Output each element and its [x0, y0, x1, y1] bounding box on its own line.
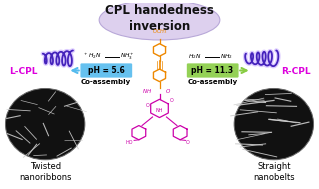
Text: $OCH_3$: $OCH_3$: [152, 27, 167, 36]
FancyArrowPatch shape: [72, 68, 79, 73]
Text: $NH_3^+$: $NH_3^+$: [120, 51, 135, 62]
Text: O: O: [145, 102, 149, 108]
Text: Twisted: Twisted: [30, 162, 61, 170]
Text: O: O: [170, 98, 174, 103]
Text: $NH_2$: $NH_2$: [220, 52, 233, 61]
Text: L-CPL: L-CPL: [9, 67, 37, 76]
Text: $NH$: $NH$: [142, 87, 152, 95]
Ellipse shape: [99, 0, 220, 40]
Circle shape: [234, 88, 314, 160]
Text: O: O: [186, 140, 189, 145]
Text: Co-assembly: Co-assembly: [188, 79, 238, 85]
Text: Straight: Straight: [257, 162, 291, 170]
Text: NH: NH: [156, 108, 163, 113]
Text: HO: HO: [126, 140, 133, 145]
Text: nanobelts: nanobelts: [253, 173, 295, 182]
Text: $^+H_2N$: $^+H_2N$: [84, 52, 102, 61]
Text: CPL handedness
inversion: CPL handedness inversion: [105, 4, 214, 33]
Circle shape: [5, 88, 85, 160]
FancyBboxPatch shape: [80, 63, 132, 78]
Text: $H_2N$: $H_2N$: [188, 52, 201, 61]
FancyBboxPatch shape: [187, 63, 239, 78]
Text: nanoribbons: nanoribbons: [19, 173, 71, 182]
Text: Co-assembly: Co-assembly: [81, 79, 131, 85]
Text: R-CPL: R-CPL: [281, 67, 311, 76]
Text: pH = 11.3: pH = 11.3: [191, 66, 234, 75]
Text: pH = 5.6: pH = 5.6: [88, 66, 124, 75]
FancyArrowPatch shape: [240, 68, 247, 73]
Text: $O$: $O$: [165, 87, 171, 95]
